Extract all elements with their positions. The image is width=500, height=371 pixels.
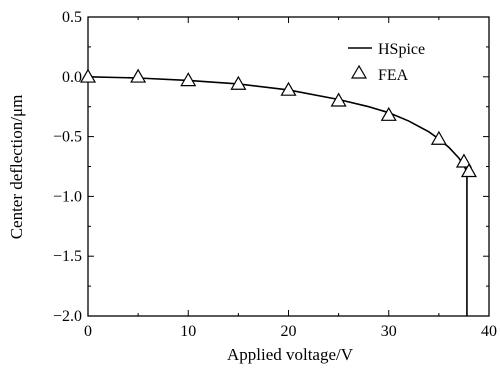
axis-ticks bbox=[87, 16, 490, 317]
fea-data-point bbox=[330, 92, 347, 107]
x-tick-label: 40 bbox=[481, 323, 497, 340]
y-tick-label: −2.0 bbox=[53, 308, 82, 325]
plot-axes bbox=[87, 16, 490, 317]
legend-fea-triangle-icon bbox=[350, 64, 368, 79]
fea-data-point bbox=[130, 68, 147, 83]
x-axis-title: Applied voltage/V bbox=[227, 345, 354, 364]
y-tick-label: −1.0 bbox=[53, 188, 82, 205]
fea-data-point bbox=[230, 75, 247, 90]
fea-data-point bbox=[380, 106, 397, 121]
fea-series-markers bbox=[79, 68, 477, 178]
y-tick-label: 0.0 bbox=[62, 69, 82, 86]
hspice-series-line bbox=[87, 76, 468, 316]
tick-labels: 0 10 20 30 40 0.5 0.0 −0.5 −1.0 −1.5 −2.0 bbox=[53, 9, 497, 340]
y-tick-label: −0.5 bbox=[53, 129, 82, 146]
fea-data-point bbox=[79, 68, 97, 83]
fea-data-point bbox=[460, 163, 477, 178]
x-tick-label: 30 bbox=[381, 323, 397, 340]
x-tick-label: 0 bbox=[84, 323, 92, 340]
y-tick-label: 0.5 bbox=[62, 9, 82, 26]
y-axis-title: Center deflection/μm bbox=[7, 95, 26, 240]
fea-data-point bbox=[280, 81, 297, 96]
legend-hspice-label: HSpice bbox=[378, 41, 425, 58]
fea-data-point bbox=[455, 153, 472, 168]
x-tick-label: 20 bbox=[281, 323, 297, 340]
fea-data-point bbox=[180, 72, 197, 87]
legend-fea-label: FEA bbox=[378, 67, 409, 84]
x-tick-label: 10 bbox=[180, 323, 196, 340]
legend: HSpice FEA bbox=[348, 41, 425, 84]
y-tick-label: −1.5 bbox=[53, 248, 82, 265]
plot-frame bbox=[87, 16, 490, 317]
fea-data-point bbox=[430, 130, 447, 145]
